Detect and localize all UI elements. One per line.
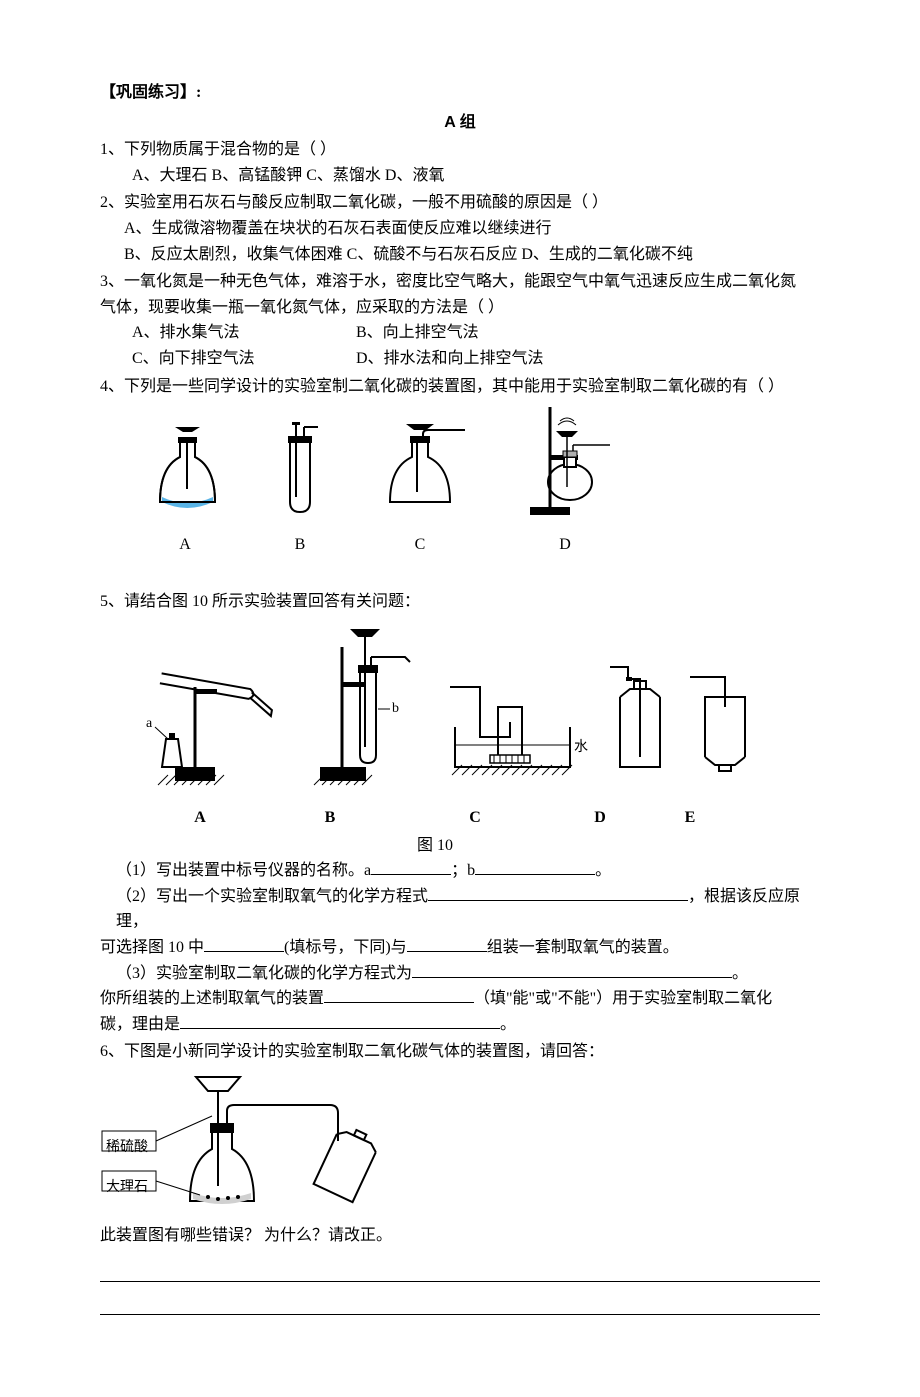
q4-label-d: D	[510, 532, 620, 558]
blank	[180, 1012, 500, 1029]
q5-p6a: 碳，理由是	[100, 1016, 180, 1033]
q5-p2a: （2）写出一个实验室制取氧气的化学方程式	[116, 888, 428, 905]
answer-line	[100, 1259, 820, 1282]
q3-choices-row1: A、排水集气法 B、向上排空气法	[132, 320, 820, 346]
q5-p5b: （填"能"或"不能"）用于实验室制取二氧化	[474, 990, 772, 1007]
q4-diagram-row: A B C	[140, 407, 820, 557]
q5-label-b: B	[260, 805, 400, 831]
q5-fig-caption: 图 10	[140, 833, 730, 859]
q3-choice-d: D、排水法和向上排空气法	[356, 350, 544, 367]
section-title: 【巩固练习】:	[100, 80, 820, 106]
q5-p1c: 。	[595, 862, 611, 879]
q5-p1b: ；b	[451, 862, 475, 879]
q6-stem: 6、下图是小新同学设计的实验室制取二氧化碳气体的装置图，请回答：	[100, 1039, 820, 1065]
q3-choices-row2: C、向下排空气法 D、排水法和向上排空气法	[132, 346, 820, 372]
q2-choice-bcd: B、反应太剧烈，收集气体困难 C、硫酸不与石灰石反应 D、生成的二氧化碳不纯	[124, 242, 820, 268]
answer-line	[100, 1292, 820, 1315]
q5-p4b: 。	[732, 965, 748, 982]
q4-stem: 4、下列是一些同学设计的实验室制二氧化碳的装置图，其中能用于实验室制取二氧化碳的…	[100, 374, 820, 400]
question-2: 2、实验室用石灰石与酸反应制取二氧化碳，一般不用硫酸的原因是（ ） A、生成微溶…	[100, 190, 820, 267]
q6-prompt: 此装置图有哪些错误？ 为什么？请改正。	[100, 1223, 820, 1249]
q5-label-a: A	[140, 805, 260, 831]
q4-diagram-b: B	[270, 422, 330, 557]
q5-part6: 碳，理由是 。	[100, 1012, 820, 1038]
group-label: A 组	[100, 110, 820, 136]
q5-p3c: 组装一套制取氧气的装置。	[487, 939, 679, 956]
q3-stem-line1: 3、一氧化氮是一种无色气体，难溶于水，密度比空气略大，能跟空气中氧气迅速反应生成…	[100, 269, 820, 295]
q5-p3b: (填标号，下同)与	[284, 939, 407, 956]
q5-apparatus-icon: a b	[140, 627, 760, 797]
q4-diagram-a: A	[140, 427, 230, 557]
q5-stem: 5、请结合图 10 所示实验装置回答有关问题：	[100, 589, 820, 615]
q5-part5: 你所组装的上述制取氧气的装置 （填"能"或"不能"）用于实验室制取二氧化	[100, 986, 820, 1012]
q5-part2: （2）写出一个实验室制取氧气的化学方程式，根据该反应原理，	[116, 884, 820, 935]
q6-label-marble: 大理石	[106, 1177, 148, 1199]
q6-label-acid: 稀硫酸	[106, 1137, 148, 1159]
q5-part1: （1）写出装置中标号仪器的名称。a ；b 。	[116, 858, 820, 884]
q5-part4: （3）实验室制取二氧化碳的化学方程式为 。	[116, 961, 820, 987]
svg-text:水: 水	[574, 739, 588, 755]
q4-label-c: C	[370, 532, 470, 558]
question-6: 6、下图是小新同学设计的实验室制取二氧化碳气体的装置图，请回答： 稀硫酸 大理石…	[100, 1039, 820, 1315]
q1-stem: 1、下列物质属于混合物的是（ ）	[100, 137, 820, 163]
q3-choice-a: A、排水集气法	[132, 320, 352, 346]
q5-p6b: 。	[500, 1016, 516, 1033]
q2-choice-a: A、生成微溶物覆盖在块状的石灰石表面使反应难以继续进行	[124, 216, 820, 242]
q4-diagram-c: C	[370, 422, 470, 557]
blank	[324, 986, 474, 1003]
blank	[407, 935, 487, 952]
q5-p3a: 可选择图 10 中	[100, 939, 204, 956]
q5-p5a: 你所组装的上述制取氧气的装置	[100, 990, 324, 1007]
q5-label-e: E	[650, 805, 730, 831]
q3-stem-line2: 气体，现要收集一瓶一氧化氮气体，应采取的方法是（ ）	[100, 295, 820, 321]
blank	[428, 884, 688, 901]
q3-choice-b: B、向上排空气法	[356, 324, 479, 341]
svg-text:b: b	[392, 701, 399, 716]
blank	[204, 935, 284, 952]
blank	[371, 858, 451, 875]
q5-label-d: D	[550, 805, 650, 831]
q1-choices: A、大理石 B、高锰酸钾 C、蒸馏水 D、液氧	[132, 163, 820, 189]
q5-part3: 可选择图 10 中 (填标号，下同)与 组装一套制取氧气的装置。	[100, 935, 820, 961]
blank	[412, 961, 732, 978]
question-4: 4、下列是一些同学设计的实验室制二氧化碳的装置图，其中能用于实验室制取二氧化碳的…	[100, 374, 820, 558]
q5-diagram: a b	[140, 627, 820, 859]
svg-text:a: a	[146, 716, 153, 731]
blank	[475, 858, 595, 875]
q5-p4a: （3）实验室制取二氧化碳的化学方程式为	[116, 965, 412, 982]
question-5: 5、请结合图 10 所示实验装置回答有关问题：	[100, 589, 820, 1038]
q2-stem: 2、实验室用石灰石与酸反应制取二氧化碳，一般不用硫酸的原因是（ ）	[100, 190, 820, 216]
question-3: 3、一氧化氮是一种无色气体，难溶于水，密度比空气略大，能跟空气中氧气迅速反应生成…	[100, 269, 820, 371]
q3-choice-c: C、向下排空气法	[132, 346, 352, 372]
q4-diagram-d: D	[510, 407, 620, 557]
tube-b-icon	[270, 422, 330, 517]
q5-p1a: （1）写出装置中标号仪器的名称。a	[116, 862, 371, 879]
q5-label-c: C	[400, 805, 550, 831]
question-1: 1、下列物质属于混合物的是（ ） A、大理石 B、高锰酸钾 C、蒸馏水 D、液氧	[100, 137, 820, 188]
flask-a-icon	[140, 427, 230, 517]
flask-c-icon	[370, 422, 470, 517]
q4-label-a: A	[140, 532, 230, 558]
flask-d-icon	[510, 407, 620, 517]
q4-label-b: B	[270, 532, 330, 558]
